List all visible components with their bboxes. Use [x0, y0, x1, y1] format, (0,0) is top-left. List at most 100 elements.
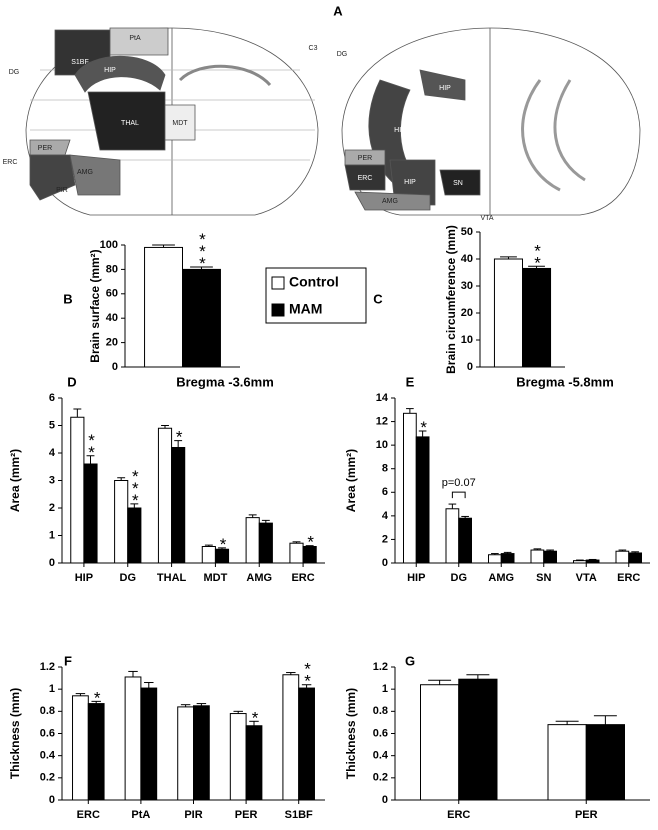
region-label: HIP	[439, 85, 451, 92]
bar	[615, 550, 630, 564]
y-tick-label: 0	[49, 557, 55, 569]
bar	[585, 724, 625, 801]
significance: **	[528, 241, 547, 265]
panel-label: C	[373, 291, 383, 306]
x-tick-label: AMG	[246, 572, 272, 584]
bar	[144, 246, 184, 368]
y-tick-label: 4	[382, 510, 389, 522]
y-tick-label: 20	[106, 337, 118, 349]
legend-label: MAM	[289, 301, 322, 317]
y-tick-label: 0.8	[373, 705, 388, 717]
y-tick-label: 0	[382, 557, 388, 569]
bar	[415, 436, 430, 564]
x-tick-label: ERC	[447, 809, 470, 821]
panel-label: E	[406, 374, 415, 389]
bar	[282, 674, 300, 801]
legend-swatch	[271, 276, 285, 290]
bar	[171, 447, 186, 564]
y-tick-label: 0.4	[373, 750, 389, 762]
y-tick-label: 14	[376, 392, 389, 404]
y-tick-label: 10	[461, 334, 473, 346]
x-tick-label: VTA	[576, 572, 597, 584]
x-tick-label: DG	[120, 572, 137, 584]
y-axis-label: Brain circumference (mm)	[444, 225, 458, 374]
x-tick-label: DG	[451, 572, 468, 584]
bar	[458, 517, 472, 564]
y-tick-label: 60	[106, 288, 118, 300]
region-label: AMG	[77, 169, 93, 176]
y-tick-label: 8	[382, 463, 388, 475]
x-tick-label: SN	[536, 572, 551, 584]
y-tick-label: 2	[49, 502, 55, 514]
bar	[585, 559, 600, 564]
x-tick-label: PtA	[131, 809, 150, 821]
significance: ***	[126, 467, 145, 503]
significance: *	[246, 708, 265, 720]
panel-label: F	[64, 653, 72, 668]
y-axis-label: Area (mm²)	[8, 449, 22, 512]
significance: *	[414, 418, 433, 430]
bar	[488, 554, 502, 564]
bar	[177, 706, 195, 801]
y-tick-label: 0	[49, 794, 55, 806]
y-tick-label: 0.2	[373, 772, 388, 784]
region-label: C3	[309, 45, 318, 52]
y-axis-label: Thickness (mm)	[344, 688, 358, 779]
x-tick-label: HIP	[407, 572, 425, 584]
bar	[298, 687, 315, 801]
significance: **	[82, 431, 101, 455]
legend-swatch	[271, 303, 285, 317]
y-tick-label: 0.6	[40, 727, 55, 739]
region-label: DG	[9, 69, 20, 76]
bar	[87, 703, 105, 801]
y-tick-label: 0.8	[40, 705, 55, 717]
region-label: ERC	[3, 159, 18, 166]
bar	[157, 427, 173, 564]
bar	[182, 268, 221, 368]
bar	[628, 552, 642, 564]
y-tick-label: 0.2	[40, 772, 55, 784]
bar	[530, 549, 545, 564]
y-tick-label: 10	[376, 439, 388, 451]
bar	[493, 258, 524, 368]
y-tick-label: 0	[467, 361, 473, 373]
significance: *	[301, 533, 320, 545]
y-tick-label: 1	[49, 529, 55, 541]
x-tick-label: ERC	[77, 809, 100, 821]
region-label: HIP	[104, 67, 116, 74]
y-tick-label: 6	[382, 486, 388, 498]
region-label: SN	[453, 180, 463, 187]
x-tick-label: PER	[575, 809, 598, 821]
y-tick-label: 2	[382, 533, 388, 545]
x-tick-label: ERC	[291, 572, 314, 584]
note: p=0.07	[442, 477, 476, 489]
panel-label: D	[67, 374, 76, 389]
y-tick-label: 12	[376, 415, 388, 427]
y-tick-label: 1	[382, 683, 388, 695]
legend-label: Control	[289, 274, 339, 290]
bar	[302, 546, 317, 564]
y-tick-label: 0	[382, 794, 388, 806]
y-tick-label: 4	[49, 447, 56, 459]
x-tick-label: PER	[235, 809, 258, 821]
bar	[573, 560, 587, 564]
y-tick-label: 40	[106, 312, 118, 324]
chart-title: Bregma -5.8mm	[516, 374, 614, 389]
y-tick-label: 20	[461, 307, 473, 319]
bar	[543, 550, 557, 564]
x-tick-label: THAL	[157, 572, 187, 584]
region-label: PER	[38, 145, 52, 152]
y-tick-label: 0	[112, 361, 118, 373]
bar	[403, 412, 417, 564]
y-tick-label: 1.2	[373, 661, 388, 673]
x-tick-label: AMG	[488, 572, 514, 584]
panel-label: G	[405, 653, 415, 668]
bar	[245, 517, 260, 564]
bar	[72, 695, 89, 801]
bar	[500, 553, 515, 564]
bar	[547, 724, 587, 801]
significance: **	[298, 660, 317, 684]
legend-box	[265, 267, 367, 324]
bar	[83, 463, 98, 564]
